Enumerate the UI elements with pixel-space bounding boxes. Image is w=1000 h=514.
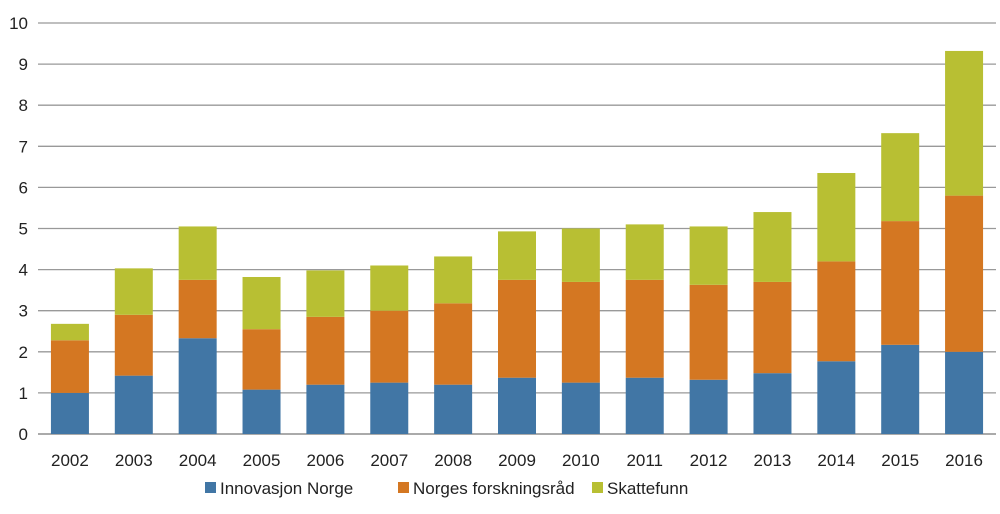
- legend-label: Norges forskningsråd: [413, 479, 575, 498]
- x-tick-label: 2010: [562, 451, 600, 470]
- bar-segment: [625, 279, 664, 378]
- y-tick-label: 6: [19, 178, 28, 197]
- bar-segment: [945, 195, 984, 352]
- bar-segment: [881, 344, 920, 434]
- x-tick-label: 2008: [434, 451, 472, 470]
- x-tick-label: 2015: [881, 451, 919, 470]
- bar-segment: [689, 379, 728, 434]
- bar-segment: [561, 382, 600, 434]
- legend-item: Innovasjon Norge: [205, 479, 353, 498]
- x-tick-label: 2016: [945, 451, 983, 470]
- bar-segment: [689, 284, 728, 380]
- legend-swatch: [592, 482, 603, 493]
- legend-swatch: [398, 482, 409, 493]
- x-tick-label: 2011: [626, 451, 663, 470]
- x-tick-label: 2009: [498, 451, 536, 470]
- y-tick-label: 8: [19, 96, 28, 115]
- bar-segment: [242, 329, 281, 390]
- legend-item: Skattefunn: [592, 479, 688, 498]
- y-tick-label: 9: [19, 55, 28, 74]
- y-tick-label: 1: [19, 384, 28, 403]
- bar-segment: [753, 212, 792, 282]
- x-tick-label: 2005: [243, 451, 281, 470]
- bar-segment: [881, 221, 920, 345]
- y-tick-label: 0: [19, 425, 28, 444]
- bar-segment: [753, 281, 792, 374]
- legend-item: Norges forskningsråd: [398, 479, 575, 498]
- bar-segment: [370, 265, 409, 311]
- bar-segment: [881, 133, 920, 222]
- bar-segment: [114, 268, 153, 315]
- bar-segment: [498, 377, 536, 434]
- y-tick-label: 2: [19, 343, 28, 362]
- bar-segment: [434, 256, 473, 304]
- bar-segment: [50, 340, 89, 393]
- bar-segment: [306, 270, 345, 317]
- bar-segment: [625, 224, 664, 280]
- bar-segment: [370, 310, 409, 383]
- bar-segment: [242, 389, 281, 434]
- bar-segment: [50, 392, 89, 434]
- bar-segment: [817, 261, 856, 362]
- bar-segment: [434, 303, 473, 385]
- x-tick-label: 2004: [179, 451, 217, 470]
- bar-segment: [498, 279, 536, 378]
- y-tick-label: 7: [19, 137, 28, 156]
- bar-segment: [50, 323, 89, 341]
- y-tick-label: 5: [19, 220, 28, 239]
- bar-segment: [498, 231, 536, 280]
- bar-segment: [114, 375, 153, 434]
- bar-segment: [434, 384, 473, 434]
- bar-segment: [306, 384, 345, 434]
- bar-segment: [817, 173, 856, 262]
- x-tick-label: 2013: [754, 451, 792, 470]
- y-tick-label: 4: [19, 261, 28, 280]
- bar-segment: [561, 228, 600, 282]
- bar-segment: [178, 279, 217, 339]
- bar-segment: [625, 377, 664, 434]
- bar-segment: [114, 314, 153, 376]
- y-tick-label: 3: [19, 302, 28, 321]
- bar-segment: [242, 276, 281, 330]
- bar-segment: [178, 226, 217, 280]
- y-tick-label: 10: [9, 14, 28, 33]
- bar-segment: [178, 338, 217, 434]
- bar-segment: [945, 351, 984, 434]
- legend-label: Innovasjon Norge: [220, 479, 353, 498]
- bar-segment: [753, 373, 792, 434]
- x-tick-label: 2007: [370, 451, 408, 470]
- x-tick-label: 2014: [817, 451, 855, 470]
- x-tick-label: 2006: [306, 451, 344, 470]
- bar-segment: [306, 316, 345, 385]
- legend-swatch: [205, 482, 216, 493]
- legend-label: Skattefunn: [607, 479, 688, 498]
- x-tick-label: 2002: [51, 451, 89, 470]
- x-tick-label: 2003: [115, 451, 153, 470]
- bar-segment: [817, 361, 856, 434]
- bar-segment: [561, 281, 600, 383]
- bar-segment: [370, 382, 409, 434]
- bar-segment: [945, 50, 984, 196]
- x-tick-label: 2012: [690, 451, 728, 470]
- bar-segment: [689, 226, 728, 285]
